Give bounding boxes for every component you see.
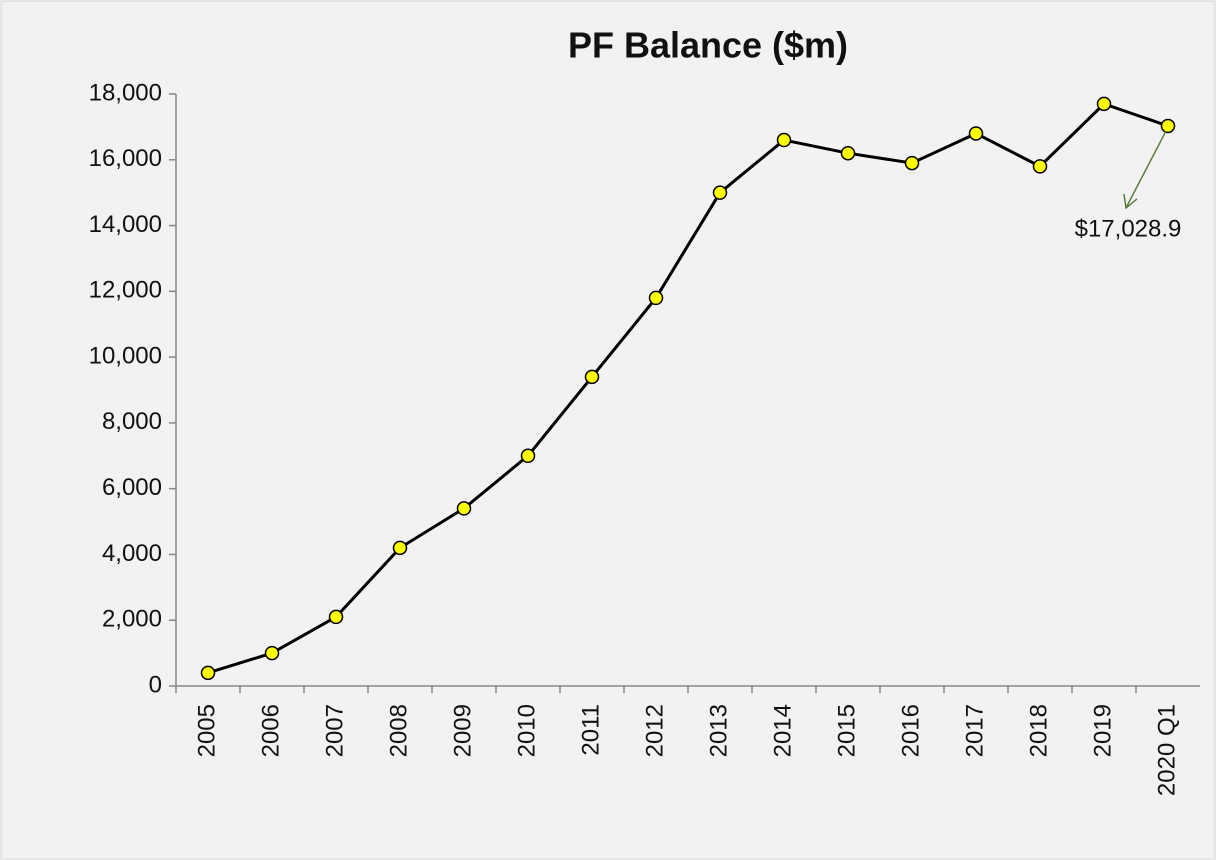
- x-tick-label: 2014: [769, 704, 796, 757]
- marker: [328, 609, 344, 625]
- marker: [840, 145, 856, 161]
- y-tick-label: 8,000: [102, 408, 162, 435]
- y-tick-label: 10,000: [89, 342, 162, 369]
- marker: [1160, 118, 1176, 134]
- x-tick-label: 2010: [513, 704, 540, 757]
- y-tick-label: 18,000: [89, 79, 162, 106]
- x-tick-label: 2009: [449, 704, 476, 757]
- label-leader: [1125, 130, 1167, 209]
- marker: [1032, 159, 1048, 174]
- y-tick-label: 2,000: [102, 606, 162, 633]
- y-tick-label: 16,000: [89, 145, 162, 172]
- marker: [1096, 96, 1112, 112]
- y-tick-label: 4,000: [102, 540, 162, 567]
- x-tick-label: 2015: [833, 704, 860, 757]
- y-tick-label: 0: [149, 671, 162, 698]
- x-tick-label: 2016: [897, 704, 924, 757]
- marker: [904, 155, 920, 171]
- x-tick-label: 2013: [705, 704, 732, 757]
- marker: [392, 540, 408, 556]
- marker: [520, 448, 536, 464]
- marker: [648, 290, 664, 306]
- y-tick-label: 14,000: [89, 211, 162, 238]
- marker: [776, 132, 792, 148]
- x-tick-label: 2005: [193, 704, 220, 757]
- x-tick-label: 2020 Q1: [1153, 704, 1180, 796]
- x-tick-label: 2017: [961, 704, 988, 757]
- y-tick-label: 6,000: [102, 474, 162, 501]
- marker: [200, 665, 216, 681]
- x-tick-label: 2011: [577, 704, 604, 756]
- x-tick-label: 2018: [1025, 704, 1052, 757]
- data-label: $17,028.9: [1075, 215, 1182, 242]
- marker: [584, 369, 600, 385]
- marker: [712, 185, 728, 200]
- x-tick-label: 2008: [385, 704, 412, 757]
- y-tick-label: 12,000: [89, 277, 162, 304]
- marker: [968, 126, 984, 141]
- x-tick-label: 2007: [321, 704, 348, 757]
- chart-title: PF Balance ($m): [568, 25, 848, 66]
- line: [207, 102, 1169, 675]
- marker: [264, 645, 280, 661]
- x-tick-label: 2019: [1089, 704, 1116, 757]
- label-arrowhead: [1123, 193, 1138, 210]
- x-tick-label: 2012: [641, 704, 668, 757]
- marker: [456, 501, 472, 516]
- x-tick-label: 2006: [257, 704, 284, 757]
